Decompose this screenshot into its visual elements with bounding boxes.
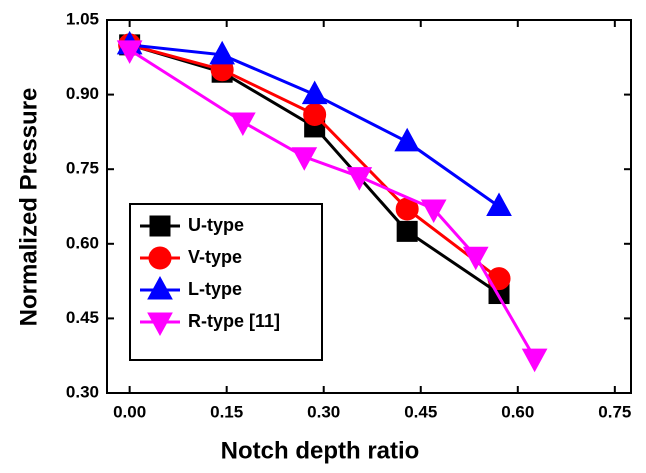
legend-label: U-type — [188, 215, 244, 235]
marker — [116, 40, 143, 64]
legend-marker — [147, 275, 173, 300]
marker — [301, 80, 328, 105]
y-tick-label: 0.45 — [66, 308, 99, 327]
marker — [486, 192, 512, 216]
marker — [230, 112, 256, 136]
y-tick-label: 0.75 — [66, 159, 99, 178]
legend-label: L-type — [188, 279, 242, 299]
x-tick-label: 0.30 — [307, 402, 340, 421]
y-tick-label: 0.60 — [66, 233, 99, 252]
x-axis-label: Notch depth ratio — [221, 437, 420, 464]
marker — [420, 199, 447, 224]
legend-marker — [147, 312, 173, 337]
marker — [462, 246, 489, 271]
marker — [303, 102, 327, 126]
y-tick-label: 1.05 — [66, 9, 99, 28]
legend-label: R-type [11] — [188, 311, 280, 331]
legend-label: V-type — [188, 247, 242, 267]
marker — [521, 348, 548, 373]
marker — [346, 167, 373, 191]
x-tick-label: 0.15 — [210, 402, 243, 421]
plot-frame — [106, 19, 632, 394]
x-tick-label: 0.75 — [598, 402, 631, 421]
marker — [394, 127, 421, 152]
x-tick-label: 0.45 — [404, 402, 437, 421]
marker — [209, 40, 235, 65]
x-tick-label: 0.60 — [501, 402, 534, 421]
marker — [291, 147, 318, 171]
marker — [487, 267, 511, 291]
marker — [396, 220, 418, 242]
y-tick-label: 0.90 — [66, 84, 99, 103]
y-axis-label: Normalized Pressure — [15, 88, 42, 327]
y-tick-label: 0.30 — [66, 382, 99, 401]
legend-marker — [149, 215, 171, 237]
x-tick-label: 0.00 — [113, 402, 146, 421]
legend-marker — [148, 246, 172, 270]
